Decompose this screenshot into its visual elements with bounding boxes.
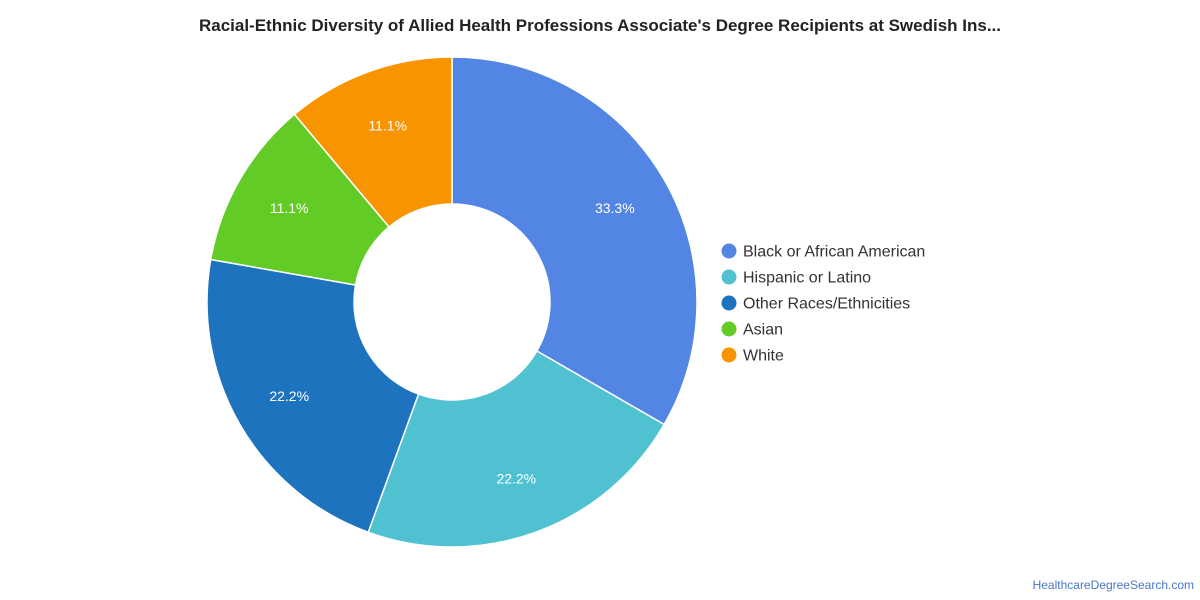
slice-labels-group: 33.3% 22.2% 22.2% 11.1% 11.1%: [269, 117, 634, 486]
legend: Black or African American Hispanic or Lat…: [721, 243, 926, 365]
chart-title: Racial-Ethnic Diversity of Allied Health…: [198, 16, 1002, 35]
slice-white[interactable]: [293, 56, 453, 228]
legend-label: Other Races/Ethnicities: [743, 296, 910, 313]
legend-label: Hispanic or Latino: [743, 270, 871, 287]
legend-label: Asian: [743, 322, 783, 339]
legend-item-white[interactable]: White: [721, 347, 785, 365]
legend-item-hispanic-or-latino[interactable]: Hispanic or Latino: [721, 269, 872, 287]
slice-label-hispanic-or-latino: 22.2%: [496, 471, 536, 487]
source-link[interactable]: HealthcareDegreeSearch.com: [1032, 578, 1194, 592]
slice-label-asian: 11.1%: [270, 200, 309, 216]
slice-other-races-ethnicities[interactable]: [206, 258, 420, 534]
slice-label-white: 11.1%: [368, 117, 407, 133]
legend-swatch: [721, 321, 737, 337]
slice-black-or-african-american[interactable]: [451, 56, 698, 426]
slice-hispanic-or-latino[interactable]: [367, 349, 666, 548]
legend-item-asian[interactable]: Asian: [721, 321, 784, 339]
slice-label-other-races-ethnicities: 22.2%: [269, 388, 309, 404]
legend-label: Black or African American: [743, 244, 925, 261]
legend-item-black-or-african-american[interactable]: Black or African American: [721, 243, 926, 261]
slice-label-black-or-african-american: 33.3%: [595, 200, 635, 216]
legend-item-other-races-ethnicities[interactable]: Other Races/Ethnicities: [721, 295, 911, 313]
legend-swatch: [721, 295, 737, 311]
legend-swatch: [721, 347, 737, 363]
legend-swatch: [721, 243, 737, 259]
slice-asian[interactable]: [209, 113, 391, 286]
slices-group: [206, 56, 698, 548]
legend-swatch: [721, 269, 737, 285]
legend-label: White: [743, 348, 784, 365]
